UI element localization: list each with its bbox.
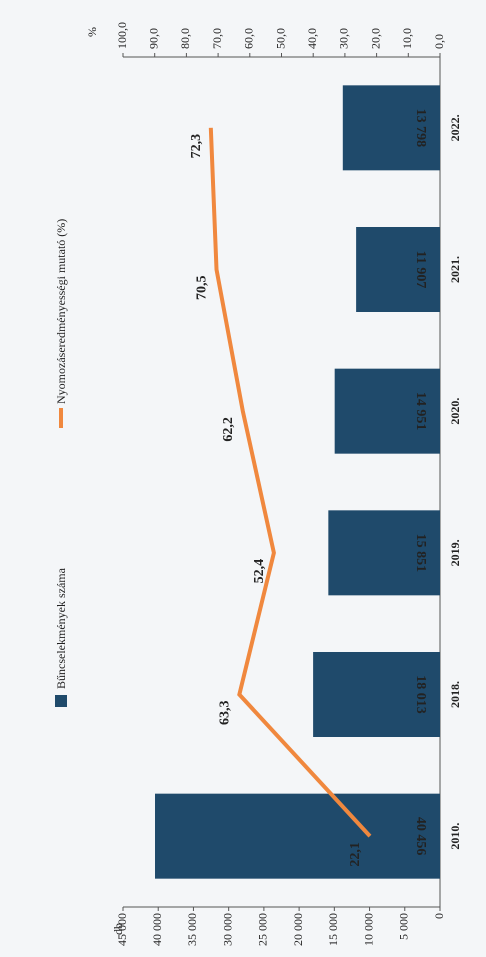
y2-tick-label: 10,0 — [400, 28, 414, 49]
line-value-label: 52,4 — [252, 559, 267, 584]
y-tick-label: 20 000 — [291, 913, 305, 946]
bar-value-label: 40 456 — [413, 817, 428, 856]
x-tick-label: 2022. — [448, 114, 462, 141]
x-tick-label: 2018. — [448, 681, 462, 708]
bar-value-label: 11 907 — [413, 251, 428, 289]
line-value-label: 63,3 — [218, 701, 233, 726]
x-tick-label: 2019. — [448, 539, 462, 566]
bar-value-label: 18 013 — [413, 675, 428, 714]
y2-tick-label: 100,0 — [115, 22, 129, 49]
legend-label: Bűncselekmények száma — [54, 567, 68, 689]
x-tick-label: 2010. — [448, 823, 462, 850]
y2-tick-label: 0,0 — [432, 34, 446, 49]
x-tick-label: 2020. — [448, 398, 462, 425]
bar-value-label: 14 951 — [413, 392, 428, 431]
x-tick-label: 2021. — [448, 256, 462, 283]
legend-swatch — [55, 695, 67, 707]
bar — [328, 510, 440, 596]
y-tick-label: 15 000 — [326, 913, 340, 946]
bar-value-label: 13 798 — [413, 109, 428, 148]
y2-tick-label: 50,0 — [273, 28, 287, 49]
bar — [334, 368, 440, 454]
line — [208, 127, 372, 838]
y2-tick-label: 80,0 — [178, 28, 192, 49]
bar-value-label: 15 851 — [413, 534, 428, 573]
bar — [342, 85, 440, 171]
y2-axis-label: % — [85, 27, 99, 37]
y2-tick-label: 90,0 — [146, 28, 160, 49]
y-tick-label: 25 000 — [256, 913, 270, 946]
y-tick-label: 10 000 — [361, 913, 375, 946]
chart-body: db% 0 5 000 10 000 15 000 20 000 25 000 30 000 3… — [54, 22, 462, 946]
y-tick-label: 0 — [432, 913, 446, 919]
bar — [356, 227, 440, 312]
y-tick-label: 5 000 — [397, 913, 411, 940]
y2-tick-label: 20,0 — [368, 28, 382, 49]
y-tick-label: 35 000 — [185, 913, 199, 946]
y2-tick-label: 40,0 — [305, 28, 319, 49]
y-axis-label: db — [111, 923, 125, 935]
y-tick-label: 40 000 — [150, 913, 164, 946]
y-tick-label: 30 000 — [220, 913, 234, 946]
line-value-label: 70,5 — [195, 276, 210, 301]
line-value-label: 72,3 — [189, 134, 204, 159]
y2-tick-label: 60,0 — [242, 28, 256, 49]
bar — [313, 652, 441, 737]
y-tick-label: 45 000 — [115, 913, 129, 946]
line-value-label: 22,1 — [348, 842, 363, 867]
y2-tick-label: 30,0 — [337, 28, 351, 49]
legend-label: Nyomozáseredményességi mutató (%) — [54, 219, 68, 404]
line-value-label: 62,2 — [221, 417, 236, 442]
bar — [155, 793, 440, 879]
y2-tick-label: 70,0 — [210, 28, 224, 49]
